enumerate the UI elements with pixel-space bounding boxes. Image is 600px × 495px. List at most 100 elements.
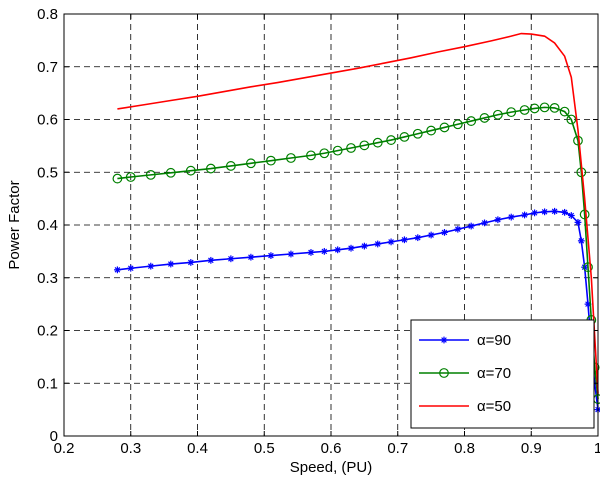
data-point — [566, 114, 577, 125]
series-line — [117, 32, 599, 394]
data-point — [320, 247, 328, 255]
y-axis-label: Power Factor — [6, 180, 23, 269]
data-point — [549, 102, 560, 113]
data-point — [579, 209, 590, 220]
y-tick-label: 0.8 — [37, 6, 58, 23]
data-point — [507, 213, 515, 221]
data-point — [583, 262, 593, 273]
data-point — [506, 107, 517, 118]
data-point — [360, 242, 368, 250]
data-point — [227, 255, 235, 263]
data-point — [205, 163, 216, 174]
data-point — [577, 237, 585, 245]
legend: α=90 α=70 α=50 — [410, 319, 595, 429]
y-tick-label: 0.2 — [37, 323, 58, 340]
data-point — [307, 249, 315, 256]
x-tick-label: 0.2 — [54, 440, 75, 457]
data-point — [185, 165, 196, 176]
data-point — [267, 252, 275, 259]
data-point — [125, 172, 136, 182]
y-tick-label: 0 — [50, 428, 58, 445]
data-point — [266, 155, 276, 166]
data-point — [247, 253, 255, 261]
data-point — [374, 240, 382, 248]
series-group — [112, 32, 600, 414]
legend-label: α=70 — [477, 365, 511, 382]
data-point — [225, 161, 236, 171]
data-point — [165, 167, 176, 178]
data-point — [286, 153, 296, 163]
x-tick-label: 0.8 — [454, 440, 475, 457]
data-point — [439, 122, 450, 133]
y-tick-label: 0.4 — [37, 217, 58, 234]
x-tick-label: 0.6 — [321, 440, 342, 457]
data-point — [145, 169, 156, 180]
data-point — [346, 143, 356, 153]
data-point — [306, 150, 316, 161]
data-point — [567, 212, 575, 219]
legend-item: α=70 — [419, 365, 511, 382]
data-point — [332, 145, 343, 156]
data-point — [479, 113, 490, 123]
data-point — [481, 219, 488, 227]
data-point — [529, 103, 540, 114]
x-axis-label: Speed, (PU) — [290, 459, 373, 476]
data-point — [147, 262, 155, 270]
data-point — [112, 173, 123, 184]
x-tick-label: 0.3 — [120, 440, 141, 457]
data-point — [539, 102, 550, 113]
data-point — [414, 234, 422, 242]
data-point — [441, 228, 448, 236]
data-point — [561, 208, 569, 216]
y-tick-label: 0.3 — [37, 270, 58, 287]
x-tick-label: 0.7 — [387, 440, 408, 457]
y-tick-label: 0.1 — [37, 375, 58, 392]
data-point — [334, 246, 342, 254]
data-point — [187, 259, 195, 266]
data-point — [426, 125, 437, 136]
data-point — [287, 250, 295, 258]
data-point — [467, 222, 475, 230]
data-point — [440, 336, 448, 344]
data-point — [454, 225, 462, 233]
data-point — [401, 236, 408, 244]
series — [117, 32, 599, 394]
series — [112, 102, 600, 404]
data-point — [386, 135, 396, 145]
data-point — [581, 263, 589, 271]
data-point — [452, 119, 463, 130]
data-point — [466, 116, 477, 126]
legend-item: α=50 — [419, 398, 511, 415]
data-point — [167, 260, 175, 268]
data-point — [114, 266, 121, 274]
legend-label: α=90 — [477, 332, 511, 349]
data-point — [551, 207, 559, 215]
data-point — [412, 128, 423, 139]
legend-label: α=50 — [477, 398, 511, 415]
data-point — [559, 106, 570, 117]
axis-ticks: 0.2 0.3 0.4 0.5 0.6 0.7 0.8 0.9 1 0 0.1 0.2 0.3 0.4 0.… — [37, 6, 600, 457]
data-point — [519, 105, 530, 115]
data-point — [387, 238, 395, 246]
y-tick-label: 0.5 — [37, 164, 58, 181]
data-point — [347, 244, 355, 252]
data-point — [359, 140, 370, 151]
data-point — [427, 231, 435, 239]
y-tick-label: 0.6 — [37, 112, 58, 129]
data-point — [372, 137, 383, 148]
data-point — [439, 368, 449, 378]
x-tick-label: 0.5 — [254, 440, 275, 457]
data-point — [245, 158, 256, 169]
series-line — [117, 106, 599, 400]
data-point — [127, 264, 135, 272]
data-point — [541, 208, 548, 216]
x-tick-label: 0.4 — [187, 440, 208, 457]
legend-item: α=90 — [419, 332, 511, 349]
data-point — [319, 148, 330, 159]
series — [114, 207, 600, 414]
data-point — [574, 218, 582, 226]
data-point — [494, 216, 502, 224]
data-point — [521, 211, 528, 219]
data-point — [492, 109, 503, 120]
